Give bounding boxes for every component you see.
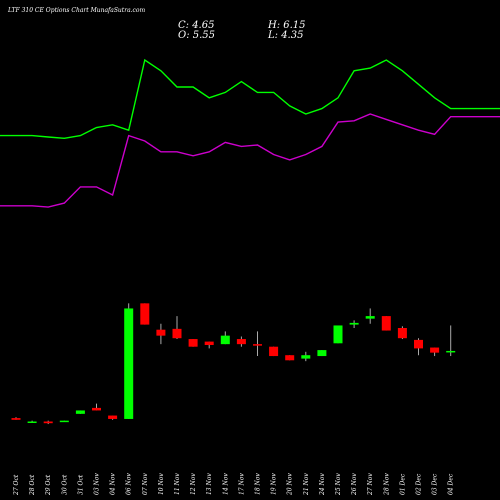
candle-body: [381, 316, 391, 331]
x-tick-label: 11 Nov: [174, 473, 181, 495]
candle-8: [140, 303, 150, 325]
candle-body: [108, 415, 118, 419]
candle-body: [220, 335, 230, 345]
open-value: O: 5.55: [178, 30, 215, 41]
candle-body: [349, 322, 359, 325]
x-tick-label: 03 Dec: [432, 473, 439, 495]
candle-body: [253, 344, 262, 346]
x-tick-label: 30 Oct: [61, 474, 68, 495]
purple-indicator-line: [0, 113, 500, 208]
x-tick-label: 03 Nov: [94, 473, 101, 495]
candle-body: [446, 350, 456, 353]
x-tick-label: 28 Nov: [383, 473, 390, 496]
candle-3: [59, 420, 69, 423]
x-tick-label: 13 Nov: [206, 473, 213, 495]
x-tick-label: 26 Nov: [351, 473, 358, 496]
x-tick-label: 29 Oct: [45, 474, 52, 496]
x-tick-label: 02 Dec: [416, 473, 423, 495]
x-tick-label: 24 Nov: [319, 473, 326, 496]
candle-body: [140, 303, 150, 325]
candle-body: [301, 355, 311, 359]
indicator-lines: [0, 58, 500, 208]
x-tick-label: 27 Oct: [13, 474, 20, 496]
x-tick-label: 01 Dec: [399, 473, 406, 495]
low-value: L: 4.35: [267, 30, 303, 41]
x-tick-label: 31 Oct: [77, 474, 84, 495]
x-axis-ticks: 27 Oct 28 Oct 29 Oct 30 Oct 31 Oct 03 Nov 04 N…: [13, 473, 455, 496]
x-tick-label: 27 Nov: [367, 473, 374, 496]
candle-12: [204, 341, 214, 349]
candle-1: [27, 420, 37, 423]
candle-body: [204, 341, 214, 345]
candle-25: [414, 338, 423, 356]
candle-4: [75, 410, 85, 414]
candle-7: [124, 303, 134, 419]
candle-10: [172, 316, 182, 340]
candle-body: [365, 316, 375, 319]
candle-body: [188, 339, 198, 347]
candle-body: [92, 407, 101, 411]
candle-body: [124, 308, 134, 419]
close-value: C: 4.65: [178, 20, 214, 31]
candle-22: [365, 308, 375, 324]
candle-body: [269, 346, 279, 357]
candle-26: [430, 347, 440, 357]
candle-11: [188, 339, 198, 347]
x-tick-label: 14 Nov: [222, 473, 229, 495]
x-tick-label: 06 Nov: [126, 473, 133, 495]
x-tick-label: 04 Nov: [110, 473, 117, 495]
candle-21: [349, 320, 359, 328]
x-tick-label: 25 Nov: [335, 473, 342, 496]
x-tick-label: 21 Nov: [303, 473, 310, 496]
candle-body: [11, 418, 21, 420]
candle-body: [156, 329, 166, 336]
candle-14: [236, 336, 246, 347]
candle-body: [430, 347, 440, 353]
candle-body: [43, 421, 53, 424]
candle-27: [446, 325, 456, 357]
x-tick-label: 20 Nov: [287, 473, 294, 496]
candle-5: [92, 403, 101, 411]
candle-body: [333, 325, 343, 344]
candle-17: [285, 355, 295, 361]
x-tick-label: 07 Nov: [142, 473, 149, 495]
x-tick-label: 04 Dec: [448, 473, 455, 495]
candle-body: [59, 420, 69, 423]
candles: [11, 303, 456, 425]
x-tick-label: 19 Nov: [271, 473, 278, 495]
candle-body: [75, 410, 85, 414]
candle-20: [333, 325, 343, 344]
candle-16: [269, 346, 279, 357]
candle-23: [381, 316, 391, 331]
candle-body: [285, 355, 295, 361]
candle-body: [397, 328, 407, 339]
x-tick-label: 10 Nov: [158, 473, 165, 495]
x-tick-label: 18 Nov: [255, 473, 262, 495]
chart-title: LTF 310 CE Options Chart MunafaSutra.com: [7, 7, 146, 14]
candle-13: [220, 331, 230, 345]
candle-9: [156, 323, 166, 345]
candle-15: [253, 331, 262, 357]
candle-2: [43, 420, 53, 425]
candle-body: [414, 339, 423, 349]
x-tick-label: 28 Oct: [29, 474, 36, 496]
x-tick-label: 17 Nov: [238, 473, 245, 495]
candle-6: [108, 415, 118, 420]
candle-body: [172, 328, 182, 339]
green-indicator-line: [0, 58, 500, 140]
candle-body: [236, 339, 246, 345]
candle-body: [27, 421, 37, 423]
candle-19: [317, 350, 327, 357]
x-tick-label: 12 Nov: [190, 473, 197, 495]
candle-18: [301, 351, 311, 362]
candle-body: [317, 350, 327, 357]
candle-24: [397, 326, 407, 340]
candle-0: [11, 417, 21, 420]
high-value: H: 6.15: [267, 20, 306, 31]
